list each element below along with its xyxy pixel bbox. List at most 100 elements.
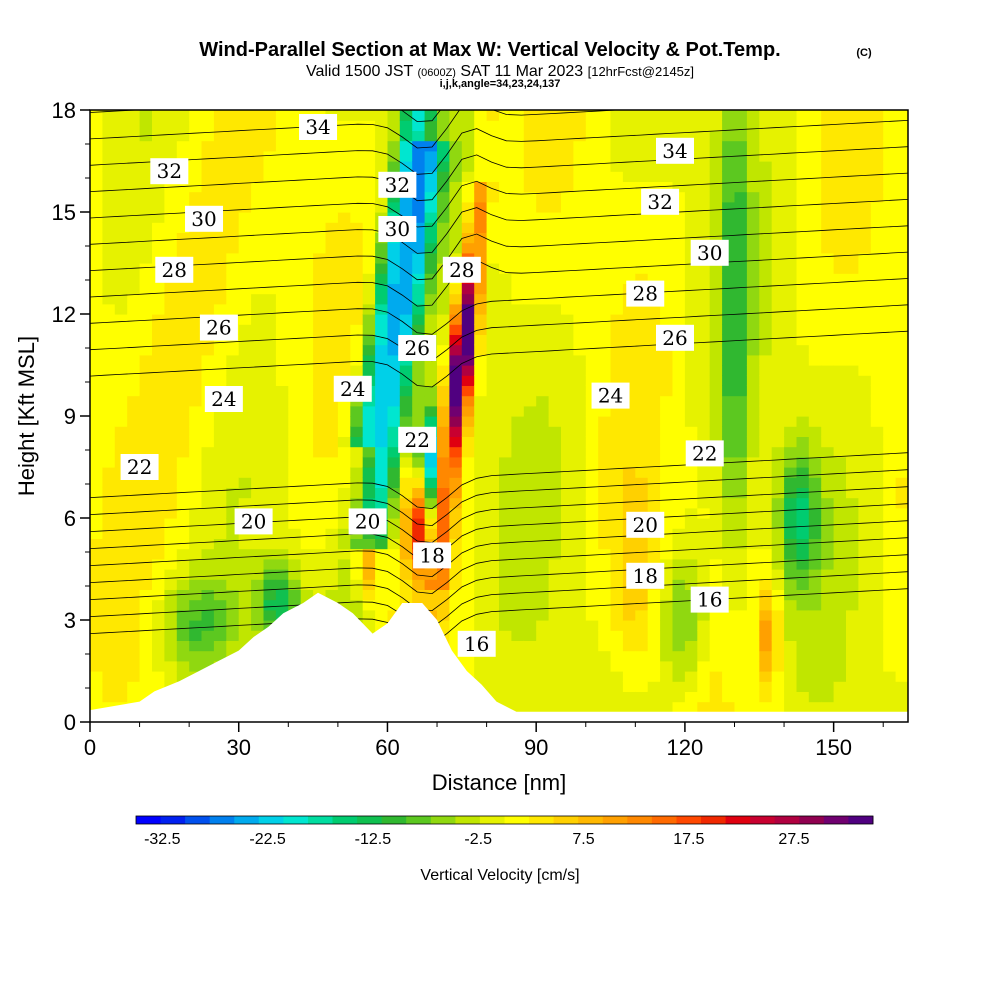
field-cell xyxy=(523,599,537,611)
field-cell xyxy=(833,150,847,162)
field-cell xyxy=(238,477,252,488)
field-cell xyxy=(821,212,835,223)
field-cell xyxy=(375,314,389,325)
field-cell xyxy=(697,620,711,631)
field-cell xyxy=(152,558,165,570)
field-cell xyxy=(350,569,364,580)
field-cell xyxy=(722,212,736,223)
colorbar-swatch xyxy=(774,816,800,824)
field-cell xyxy=(709,375,723,386)
field-cell xyxy=(251,283,265,295)
field-cell xyxy=(474,589,488,601)
field-cell xyxy=(585,130,599,142)
field-cell xyxy=(499,538,512,550)
theta-contour-line xyxy=(90,120,908,175)
field-cell xyxy=(660,293,674,305)
theta-label-text: 24 xyxy=(211,387,236,411)
chart-title: Wind-Parallel Section at Max W: Vertical… xyxy=(199,39,780,61)
field-cell xyxy=(499,314,512,325)
field-cell xyxy=(846,201,859,213)
field-cell xyxy=(152,365,165,376)
field-cell xyxy=(176,303,190,315)
field-cell xyxy=(883,558,897,570)
field-cell xyxy=(536,130,550,142)
field-cell xyxy=(784,446,798,458)
field-cell xyxy=(325,252,339,264)
field-cell xyxy=(350,273,364,284)
field-cell xyxy=(288,416,302,427)
theta-label: 18 xyxy=(626,562,665,589)
field-cell xyxy=(139,324,153,335)
field-cell xyxy=(139,497,153,509)
field-cell xyxy=(573,620,587,631)
field-cell xyxy=(722,395,736,407)
field-cell xyxy=(189,569,203,580)
x-tick-label: 120 xyxy=(667,735,704,760)
field-cell xyxy=(523,650,537,662)
field-cell xyxy=(846,548,859,560)
field-cell xyxy=(486,691,500,703)
field-cell xyxy=(375,599,389,611)
field-cell xyxy=(350,161,364,172)
field-cell xyxy=(412,303,426,315)
field-cell xyxy=(833,263,847,274)
field-cell xyxy=(288,150,302,162)
field-cell xyxy=(251,201,265,213)
field-cell xyxy=(660,283,674,295)
field-cell xyxy=(362,273,376,284)
field-cell xyxy=(870,681,884,692)
field-cell xyxy=(164,548,178,560)
field-cell xyxy=(511,191,525,203)
field-cell xyxy=(325,385,339,397)
field-cell xyxy=(387,569,401,580)
field-cell xyxy=(846,538,859,550)
field-cell xyxy=(251,181,265,193)
field-cell xyxy=(548,130,562,142)
field-cell xyxy=(870,273,884,284)
field-cell xyxy=(189,507,203,519)
field-cell xyxy=(858,395,872,407)
field-cell xyxy=(821,446,835,458)
field-cell xyxy=(350,130,364,142)
field-cell xyxy=(152,599,165,611)
field-cell xyxy=(226,579,240,590)
field-cell xyxy=(152,548,165,560)
field-cell xyxy=(858,640,872,652)
field-cell xyxy=(561,497,574,509)
field-cell xyxy=(722,467,736,478)
field-cell xyxy=(561,548,574,560)
field-cell xyxy=(846,405,859,417)
field-cell xyxy=(784,212,798,223)
field-cell xyxy=(164,334,178,346)
field-cell xyxy=(486,161,500,172)
field-cell xyxy=(300,385,314,397)
field-cell xyxy=(548,548,562,560)
field-cell xyxy=(337,365,351,376)
field-cell xyxy=(858,171,872,182)
field-cell xyxy=(598,416,612,427)
theta-label-text: 34 xyxy=(305,115,330,139)
field-cell xyxy=(883,528,897,539)
field-cell xyxy=(90,375,103,386)
field-cell xyxy=(771,293,785,305)
field-cell xyxy=(610,110,624,121)
field-cell xyxy=(523,497,537,509)
field-cell xyxy=(152,120,165,131)
field-cell xyxy=(895,701,908,713)
field-cell xyxy=(598,446,612,458)
field-cell xyxy=(697,701,711,713)
field-cell xyxy=(672,538,686,550)
field-cell xyxy=(461,140,475,152)
field-cell xyxy=(90,130,103,142)
field-cell xyxy=(709,548,723,560)
field-cell xyxy=(573,354,587,366)
field-cell xyxy=(536,548,550,560)
field-cell xyxy=(226,558,240,570)
field-cell xyxy=(474,385,488,397)
field-cell xyxy=(709,130,723,142)
field-cell xyxy=(858,681,872,692)
field-cell xyxy=(821,314,835,325)
field-cell xyxy=(536,630,550,641)
field-cell xyxy=(759,263,773,274)
field-cell xyxy=(437,181,450,193)
